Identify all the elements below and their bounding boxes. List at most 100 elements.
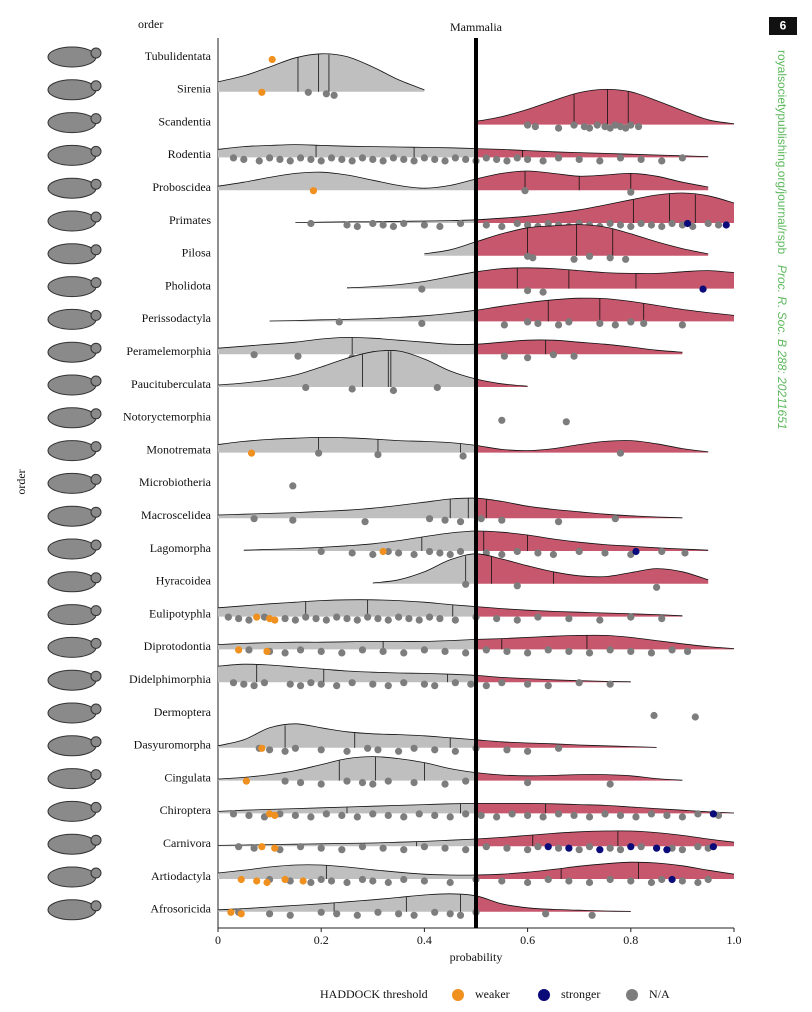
density-left	[218, 53, 425, 92]
animal-icon	[47, 472, 97, 494]
density-right	[476, 635, 734, 650]
data-point	[596, 319, 604, 327]
x-tick-label: 1.0	[727, 933, 742, 947]
data-point	[462, 810, 470, 818]
row-label: Pilosa	[182, 246, 212, 260]
data-point	[307, 219, 315, 228]
data-point	[668, 219, 676, 228]
data-point	[263, 647, 271, 656]
data-point	[242, 777, 250, 785]
animal-icon-head	[90, 769, 102, 781]
data-point	[266, 154, 274, 162]
data-point	[361, 518, 369, 526]
data-point	[451, 679, 459, 687]
data-point	[634, 123, 643, 131]
data-point	[544, 875, 552, 884]
x-tick-label: 0.6	[520, 933, 535, 947]
x-axis-label: probability	[450, 950, 503, 964]
data-point	[307, 155, 315, 163]
data-point	[627, 613, 635, 621]
data-point	[410, 744, 418, 752]
data-point	[369, 680, 377, 688]
data-point	[456, 547, 465, 556]
data-point	[410, 779, 418, 787]
data-point	[446, 910, 454, 918]
row-label: Paucituberculata	[131, 377, 212, 391]
data-point	[456, 911, 465, 919]
row-label: Didelphimorphia	[129, 672, 212, 686]
data-point	[330, 91, 338, 99]
data-point	[227, 908, 235, 916]
data-point	[343, 747, 351, 755]
data-point	[420, 154, 428, 162]
density-right	[476, 89, 734, 125]
data-point	[678, 877, 687, 885]
data-point	[570, 811, 578, 820]
legend-label: N/A	[649, 987, 670, 1001]
data-point	[400, 813, 408, 821]
data-point	[668, 875, 676, 884]
row-label: Perissodactyla	[142, 311, 212, 325]
data-point	[542, 910, 550, 918]
data-point	[585, 813, 594, 821]
data-point	[627, 318, 635, 326]
data-point	[616, 221, 625, 229]
data-point	[307, 813, 315, 821]
density-left	[218, 864, 476, 879]
data-point	[379, 547, 387, 556]
legend-label: weaker	[475, 987, 510, 1001]
data-point	[338, 846, 346, 854]
data-point	[513, 154, 521, 162]
data-point	[281, 777, 289, 785]
animal-icon-head	[90, 900, 102, 912]
data-point	[658, 615, 666, 623]
data-point	[322, 810, 330, 818]
data-point	[500, 321, 508, 329]
animal-icon-head	[90, 277, 102, 289]
density-left	[218, 723, 476, 748]
data-point	[616, 846, 625, 854]
citation: Proc. R. Soc. B 288: 20211651	[775, 265, 789, 430]
data-point	[601, 810, 609, 818]
animal-icon-head	[90, 408, 102, 420]
density-right	[476, 224, 709, 256]
data-point	[683, 647, 692, 656]
data-point	[554, 810, 563, 818]
data-point	[379, 844, 387, 852]
density-outline	[217, 170, 709, 189]
data-point	[296, 843, 305, 851]
animal-icon-head	[90, 244, 102, 256]
data-point	[529, 254, 537, 262]
data-point	[493, 155, 501, 163]
data-point	[570, 352, 578, 360]
data-point	[575, 846, 583, 854]
animal-icon-head	[90, 703, 102, 715]
data-point	[565, 615, 573, 623]
data-point	[245, 616, 253, 624]
data-point	[291, 811, 299, 820]
data-point	[317, 875, 325, 884]
data-point	[250, 351, 258, 359]
data-point	[456, 518, 465, 526]
data-point	[627, 647, 635, 656]
data-point	[255, 157, 263, 165]
data-point	[384, 547, 392, 556]
animal-icon-head	[90, 342, 102, 354]
data-point	[704, 875, 712, 884]
data-point	[441, 844, 449, 852]
data-point	[606, 780, 614, 788]
data-point	[420, 646, 428, 654]
data-point	[358, 646, 367, 654]
density-right	[476, 379, 528, 387]
data-point	[627, 188, 635, 196]
data-point	[369, 219, 377, 228]
data-point	[524, 649, 532, 657]
data-point	[513, 547, 521, 556]
density-outline	[217, 436, 709, 453]
data-point	[524, 221, 532, 229]
data-point	[343, 878, 351, 887]
density-outline	[217, 893, 631, 912]
data-point	[286, 157, 294, 165]
data-point	[229, 810, 238, 818]
row-label: Chiroptera	[160, 803, 212, 817]
